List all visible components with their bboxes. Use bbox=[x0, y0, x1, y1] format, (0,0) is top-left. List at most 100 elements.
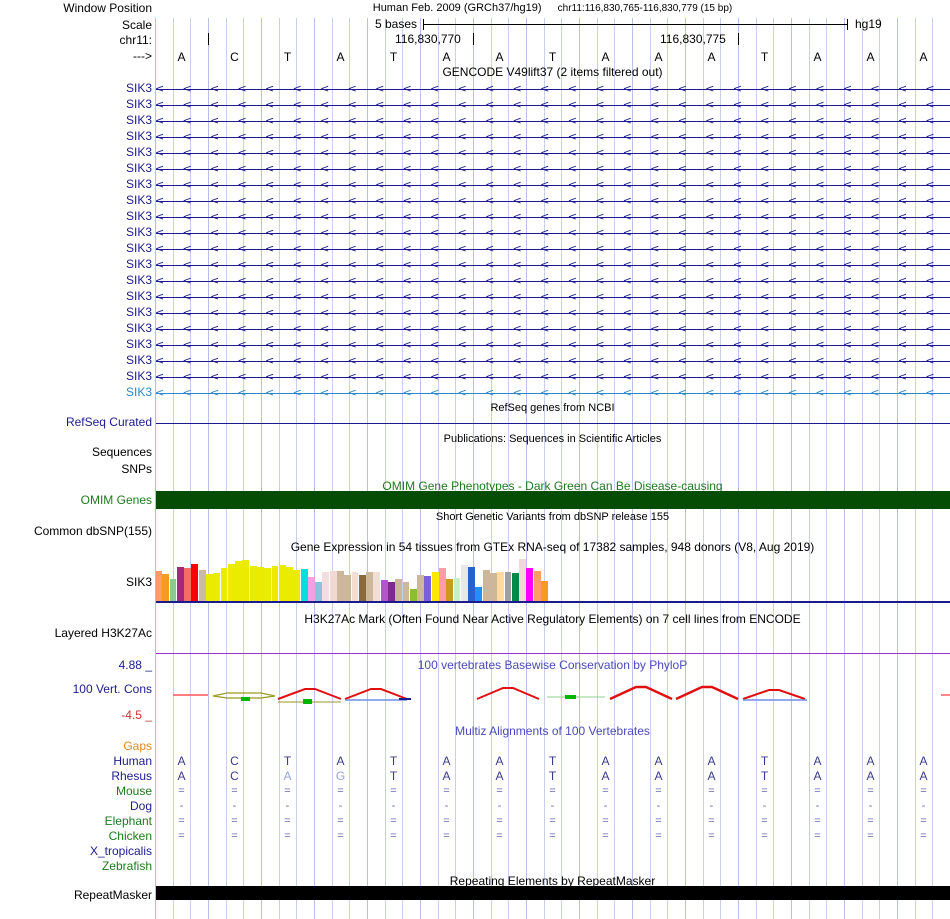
gencode-gene-label[interactable]: SIK3 bbox=[125, 225, 152, 239]
multiz-species-row[interactable] bbox=[155, 844, 950, 859]
gtex-tissue-bar[interactable] bbox=[278, 565, 286, 601]
gtex-tissue-bar[interactable] bbox=[475, 587, 483, 601]
multiz-species-label[interactable]: Zebrafish bbox=[101, 859, 152, 873]
omim-gene-block[interactable] bbox=[155, 491, 950, 509]
multiz-species-row[interactable]: = = = = = = = = = = = = = = = bbox=[155, 829, 950, 844]
gencode-gene-label[interactable]: SIK3 bbox=[125, 145, 152, 159]
gtex-tissue-bar[interactable] bbox=[358, 575, 366, 601]
gtex-tissue-bar[interactable] bbox=[519, 559, 526, 601]
gencode-gene-label[interactable]: SIK3 bbox=[125, 209, 152, 223]
gtex-tissue-bar[interactable] bbox=[489, 573, 497, 601]
gtex-tissue-bar[interactable] bbox=[497, 572, 505, 601]
gtex-tissue-bar[interactable] bbox=[213, 573, 221, 601]
gencode-gene-label[interactable]: SIK3 bbox=[125, 321, 152, 335]
gtex-tissue-bar[interactable] bbox=[256, 567, 264, 601]
gtex-expression-barchart[interactable] bbox=[155, 556, 549, 601]
repeatmasker-label[interactable]: RepeatMasker bbox=[73, 888, 152, 902]
multiz-species-label[interactable]: Elephant bbox=[104, 814, 152, 828]
gencode-gene-label[interactable]: SIK3 bbox=[125, 129, 152, 143]
gencode-transcript-row[interactable]: < < < < < < < < < < < < < < < < < < < < … bbox=[155, 177, 950, 193]
gencode-transcript-row[interactable]: < < < < < < < < < < < < < < < < < < < < … bbox=[155, 209, 950, 225]
publications-snps-label[interactable]: SNPs bbox=[121, 462, 152, 476]
gtex-tissue-bar[interactable] bbox=[184, 568, 192, 601]
gencode-gene-label[interactable]: SIK3 bbox=[125, 177, 152, 191]
gencode-transcript-row[interactable]: < < < < < < < < < < < < < < < < < < < < … bbox=[155, 353, 950, 369]
gencode-transcript-row[interactable]: < < < < < < < < < < < < < < < < < < < < … bbox=[155, 113, 950, 129]
gtex-tissue-bar[interactable] bbox=[388, 582, 395, 601]
gencode-gene-label[interactable]: SIK3 bbox=[125, 289, 152, 303]
multiz-species-label[interactable]: X_tropicalis bbox=[89, 844, 152, 858]
gtex-tissue-bar[interactable] bbox=[511, 573, 519, 601]
gtex-tissue-bar[interactable] bbox=[329, 571, 337, 601]
gtex-tissue-bar[interactable] bbox=[402, 582, 410, 601]
gtex-tissue-bar[interactable] bbox=[249, 566, 257, 601]
gencode-transcript-row[interactable]: < < < < < < < < < < < < < < < < < < < < … bbox=[155, 289, 950, 305]
gencode-gene-label[interactable]: SIK3 bbox=[125, 273, 152, 287]
gencode-transcript-row[interactable]: < < < < < < < < < < < < < < < < < < < < … bbox=[155, 225, 950, 241]
gtex-tissue-bar[interactable] bbox=[540, 581, 548, 601]
gencode-gene-label[interactable]: SIK3 bbox=[125, 193, 152, 207]
gencode-transcript-row[interactable]: < < < < < < < < < < < < < < < < < < < < … bbox=[155, 193, 950, 209]
refseq-label[interactable]: RefSeq Curated bbox=[65, 415, 152, 429]
gencode-transcript-row[interactable]: < < < < < < < < < < < < < < < < < < < < … bbox=[155, 321, 950, 337]
conservation-label[interactable]: 100 Vert. Cons bbox=[72, 682, 152, 696]
gencode-gene-label[interactable]: SIK3 bbox=[125, 241, 152, 255]
gtex-tissue-bar[interactable] bbox=[286, 567, 293, 601]
gencode-transcript-row[interactable]: < < < < < < < < < < < < < < < < < < < < … bbox=[155, 337, 950, 353]
omim-label[interactable]: OMIM Genes bbox=[80, 493, 152, 507]
gtex-tissue-bar[interactable] bbox=[417, 575, 425, 601]
gtex-tissue-bar[interactable] bbox=[271, 566, 279, 601]
gtex-tissue-bar[interactable] bbox=[307, 577, 315, 601]
gtex-tissue-bar[interactable] bbox=[504, 572, 512, 601]
refseq-feature-line[interactable] bbox=[155, 423, 950, 424]
gtex-tissue-bar[interactable] bbox=[366, 572, 374, 601]
repeatmasker-block[interactable] bbox=[155, 886, 950, 900]
gencode-gene-label[interactable]: SIK3 bbox=[125, 161, 152, 175]
gtex-tissue-bar[interactable] bbox=[242, 560, 250, 601]
gtex-tissue-bar[interactable] bbox=[526, 568, 534, 601]
gtex-tissue-bar[interactable] bbox=[373, 572, 381, 601]
gtex-tissue-bar[interactable] bbox=[300, 569, 308, 601]
gtex-tissue-bar[interactable] bbox=[446, 579, 454, 601]
gtex-tissue-bar[interactable] bbox=[431, 572, 439, 601]
gtex-tissue-bar[interactable] bbox=[344, 575, 352, 601]
multiz-species-label[interactable]: Mouse bbox=[115, 784, 152, 798]
gtex-tissue-bar[interactable] bbox=[351, 572, 359, 601]
multiz-species-row[interactable] bbox=[155, 859, 950, 874]
gencode-transcript-row[interactable]: < < < < < < < < < < < < < < < < < < < < … bbox=[155, 81, 950, 97]
gtex-tissue-bar[interactable] bbox=[205, 574, 213, 601]
gtex-tissue-bar[interactable] bbox=[162, 574, 170, 601]
gtex-tissue-bar[interactable] bbox=[395, 579, 403, 601]
gtex-tissue-bar[interactable] bbox=[220, 568, 228, 601]
gtex-tissue-bar[interactable] bbox=[198, 570, 206, 601]
gtex-tissue-bar[interactable] bbox=[155, 571, 162, 601]
gtex-tissue-bar[interactable] bbox=[169, 579, 177, 601]
gtex-tissue-bar[interactable] bbox=[424, 576, 432, 601]
gtex-tissue-bar[interactable] bbox=[409, 589, 417, 601]
gtex-tissue-bar[interactable] bbox=[191, 564, 199, 601]
gtex-tissue-bar[interactable] bbox=[227, 564, 235, 601]
gtex-tissue-bar[interactable] bbox=[468, 567, 475, 601]
gencode-transcript-row[interactable]: < < < < < < < < < < < < < < < < < < < < … bbox=[155, 273, 950, 289]
gencode-gene-label[interactable]: SIK3 bbox=[125, 337, 152, 351]
multiz-species-row[interactable]: --------------- bbox=[155, 799, 950, 814]
gencode-gene-label[interactable]: SIK3 bbox=[125, 385, 152, 399]
gencode-transcript-row[interactable]: < < < < < < < < < < < < < < < < < < < < … bbox=[155, 369, 950, 385]
conservation-plot[interactable] bbox=[155, 666, 950, 721]
gtex-tissue-bar[interactable] bbox=[293, 570, 301, 601]
gencode-transcript-row[interactable]: < < < < < < < < < < < < < < < < < < < < … bbox=[155, 145, 950, 161]
gencode-gene-label[interactable]: SIK3 bbox=[125, 113, 152, 127]
gtex-tissue-bar[interactable] bbox=[453, 578, 461, 601]
multiz-species-label[interactable]: Human bbox=[113, 754, 152, 768]
gencode-transcript-row[interactable]: < < < < < < < < < < < < < < < < < < < < … bbox=[155, 129, 950, 145]
gencode-gene-label[interactable]: SIK3 bbox=[125, 305, 152, 319]
multiz-species-label[interactable]: Rhesus bbox=[111, 769, 152, 783]
multiz-species-row[interactable]: = = = = = = = = = = = = = = = bbox=[155, 784, 950, 799]
gtex-tissue-bar[interactable] bbox=[438, 568, 446, 601]
gencode-transcript-row[interactable]: < < < < < < < < < < < < < < < < < < < < … bbox=[155, 385, 950, 401]
multiz-species-label[interactable]: Chicken bbox=[108, 829, 152, 843]
gencode-gene-label[interactable]: SIK3 bbox=[125, 353, 152, 367]
gaps-label[interactable]: Gaps bbox=[123, 739, 152, 753]
